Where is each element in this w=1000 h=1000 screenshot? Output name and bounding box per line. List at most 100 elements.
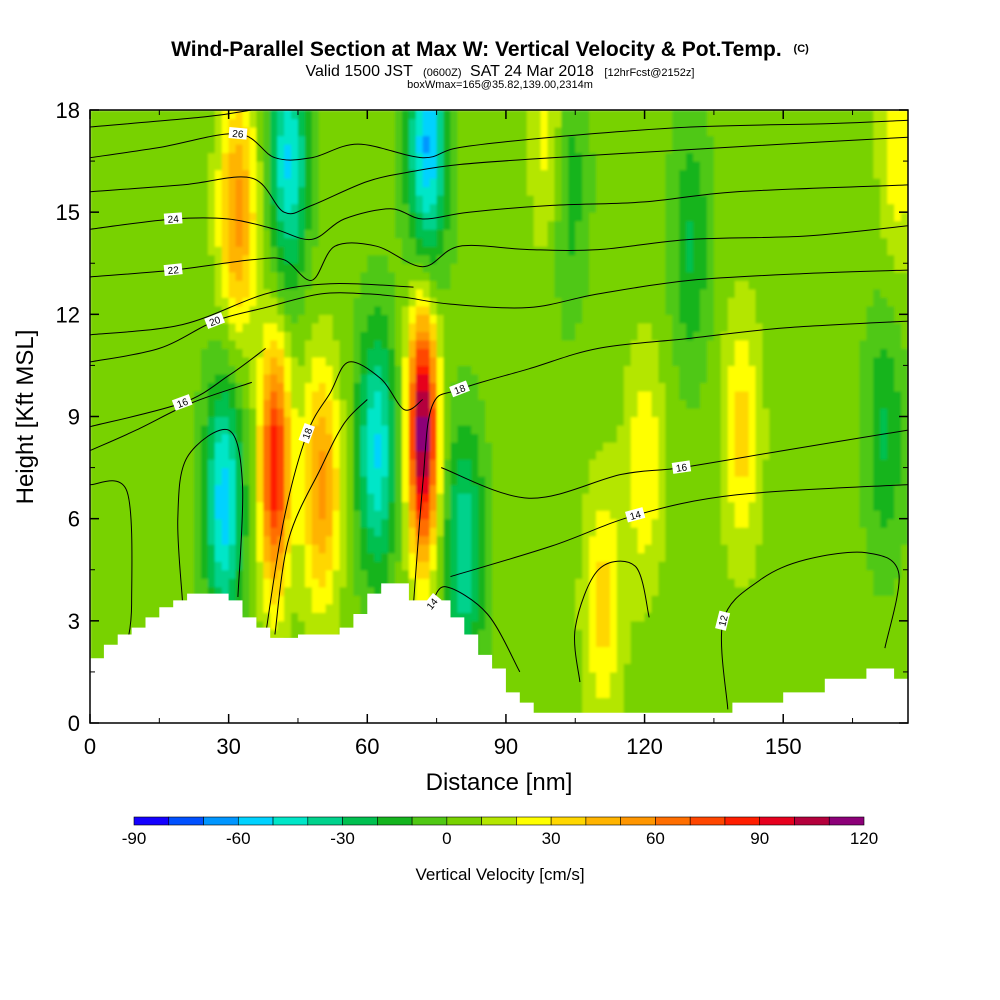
- heatmap-cell: [173, 203, 181, 213]
- heatmap-cell: [360, 144, 368, 154]
- heatmap-cell: [145, 280, 153, 290]
- heatmap-cell: [512, 348, 521, 358]
- heatmap-cell: [505, 561, 514, 571]
- heatmap-cell: [304, 595, 313, 605]
- heatmap-cell: [499, 246, 507, 256]
- heatmap-cell: [492, 595, 500, 605]
- heatmap-cell: [540, 178, 549, 188]
- heatmap-cell: [492, 118, 500, 128]
- heatmap-cell: [325, 399, 334, 409]
- heatmap-cell: [131, 416, 140, 426]
- heatmap-cell: [214, 186, 223, 196]
- heatmap-cell: [221, 586, 230, 596]
- heatmap-cell: [284, 186, 292, 196]
- heatmap-cell: [242, 510, 251, 520]
- heatmap-cell: [270, 620, 278, 630]
- heatmap-cell: [492, 144, 500, 154]
- heatmap-cell: [145, 493, 153, 503]
- heatmap-cell: [200, 467, 209, 477]
- heatmap-cell: [152, 493, 160, 503]
- heatmap-cell: [388, 331, 396, 341]
- heatmap-cell: [367, 442, 375, 452]
- heatmap-cell: [187, 339, 195, 349]
- heatmap-cell: [263, 416, 271, 426]
- heatmap-cell: [429, 314, 438, 324]
- heatmap-cell: [554, 110, 562, 120]
- heatmap-cell: [505, 237, 514, 247]
- heatmap-cell: [166, 288, 174, 298]
- heatmap-cell: [554, 484, 562, 494]
- heatmap-cell: [332, 586, 341, 596]
- heatmap-cell: [332, 578, 341, 588]
- heatmap-cell: [332, 118, 341, 128]
- heatmap-cell: [492, 186, 500, 196]
- heatmap-cell: [124, 195, 133, 205]
- heatmap-cell: [200, 339, 209, 349]
- heatmap-cell: [242, 144, 251, 154]
- heatmap-cell: [436, 322, 445, 332]
- heatmap-cell: [485, 152, 493, 162]
- heatmap-cell: [180, 569, 188, 579]
- heatmap-cell: [256, 390, 264, 401]
- heatmap-cell: [138, 544, 147, 554]
- heatmap-cell: [221, 510, 230, 520]
- heatmap-cell: [291, 339, 299, 349]
- heatmap-cell: [512, 135, 521, 145]
- heatmap-cell: [249, 595, 257, 605]
- heatmap-cell: [263, 450, 271, 460]
- heatmap-cell: [270, 203, 278, 213]
- heatmap-cell: [505, 442, 514, 452]
- heatmap-cell: [554, 552, 562, 562]
- heatmap-cell: [471, 518, 479, 528]
- heatmap-cell: [485, 501, 493, 511]
- heatmap-cell: [117, 407, 126, 418]
- heatmap-cell: [526, 680, 535, 690]
- heatmap-cell: [422, 561, 431, 571]
- heatmap-cell: [367, 501, 375, 511]
- heatmap-cell: [214, 535, 223, 545]
- heatmap-cell: [471, 459, 479, 469]
- heatmap-cell: [277, 544, 285, 554]
- heatmap-cell: [96, 178, 105, 188]
- heatmap-cell: [180, 382, 188, 392]
- heatmap-cell: [526, 637, 535, 647]
- heatmap-cell: [318, 527, 327, 537]
- heatmap-cell: [200, 535, 209, 545]
- heatmap-cell: [436, 535, 445, 545]
- heatmap-cell: [533, 646, 542, 656]
- heatmap-cell: [152, 518, 160, 528]
- heatmap-cell: [291, 118, 299, 128]
- heatmap-cell: [512, 620, 521, 630]
- heatmap-cell: [131, 186, 140, 196]
- heatmap-cell: [277, 442, 285, 452]
- heatmap-cell: [353, 161, 361, 171]
- heatmap-cell: [277, 314, 285, 324]
- heatmap-cell: [464, 229, 472, 239]
- heatmap-cell: [103, 586, 112, 596]
- heatmap-cell: [478, 212, 486, 222]
- heatmap-cell: [291, 237, 299, 247]
- heatmap-cell: [235, 263, 244, 273]
- heatmap-cell: [388, 356, 396, 367]
- heatmap-cell: [297, 493, 306, 503]
- heatmap-cell: [374, 127, 382, 137]
- heatmap-cell: [526, 322, 535, 332]
- heatmap-cell: [249, 603, 257, 613]
- heatmap-cell: [138, 237, 147, 247]
- heatmap-cell: [90, 407, 98, 418]
- heatmap-cell: [110, 365, 119, 375]
- heatmap-cell: [360, 135, 368, 145]
- heatmap-cell: [117, 254, 126, 264]
- heatmap-cell: [166, 484, 174, 494]
- heatmap-cell: [304, 169, 313, 179]
- heatmap-cell: [526, 271, 535, 281]
- heatmap-cell: [554, 178, 562, 188]
- heatmap-cell: [568, 705, 576, 716]
- heatmap-cell: [304, 407, 313, 418]
- heatmap-cell: [166, 552, 174, 562]
- heatmap-cell: [228, 544, 237, 554]
- heatmap-cell: [318, 569, 327, 579]
- heatmap-cell: [533, 561, 542, 571]
- heatmap-cell: [429, 467, 438, 477]
- heatmap-cell: [117, 390, 126, 401]
